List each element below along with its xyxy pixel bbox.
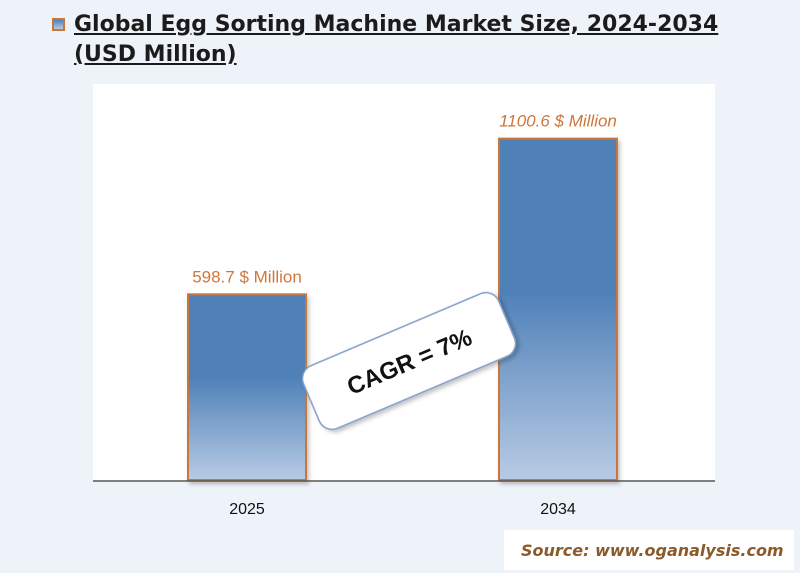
title-bullet-icon	[52, 18, 65, 31]
bar-chart: CAGR = 7% 598.7 $ Million 1100.6 $ Millio…	[93, 112, 715, 482]
data-label-2025: 598.7 $ Million	[192, 267, 302, 286]
plot-area: CAGR = 7% 598.7 $ Million 1100.6 $ Millio…	[93, 84, 715, 482]
x-axis-ticks: 2025 2034	[229, 501, 576, 518]
bar-2025	[187, 293, 307, 481]
bar-2034	[498, 137, 618, 482]
cagr-callout: CAGR = 7%	[301, 291, 517, 431]
x-tick-2034: 2034	[540, 501, 576, 518]
source-box: Source: www.oganalysis.com	[504, 530, 794, 570]
cagr-box	[301, 291, 517, 431]
x-tick-2025: 2025	[229, 501, 265, 518]
chart-title-block: Global Egg Sorting Machine Market Size, …	[52, 10, 752, 70]
chart-title: Global Egg Sorting Machine Market Size, …	[74, 12, 719, 67]
source-text: Source: www.oganalysis.com	[521, 541, 784, 560]
data-label-2034: 1100.6 $ Million	[499, 112, 617, 131]
